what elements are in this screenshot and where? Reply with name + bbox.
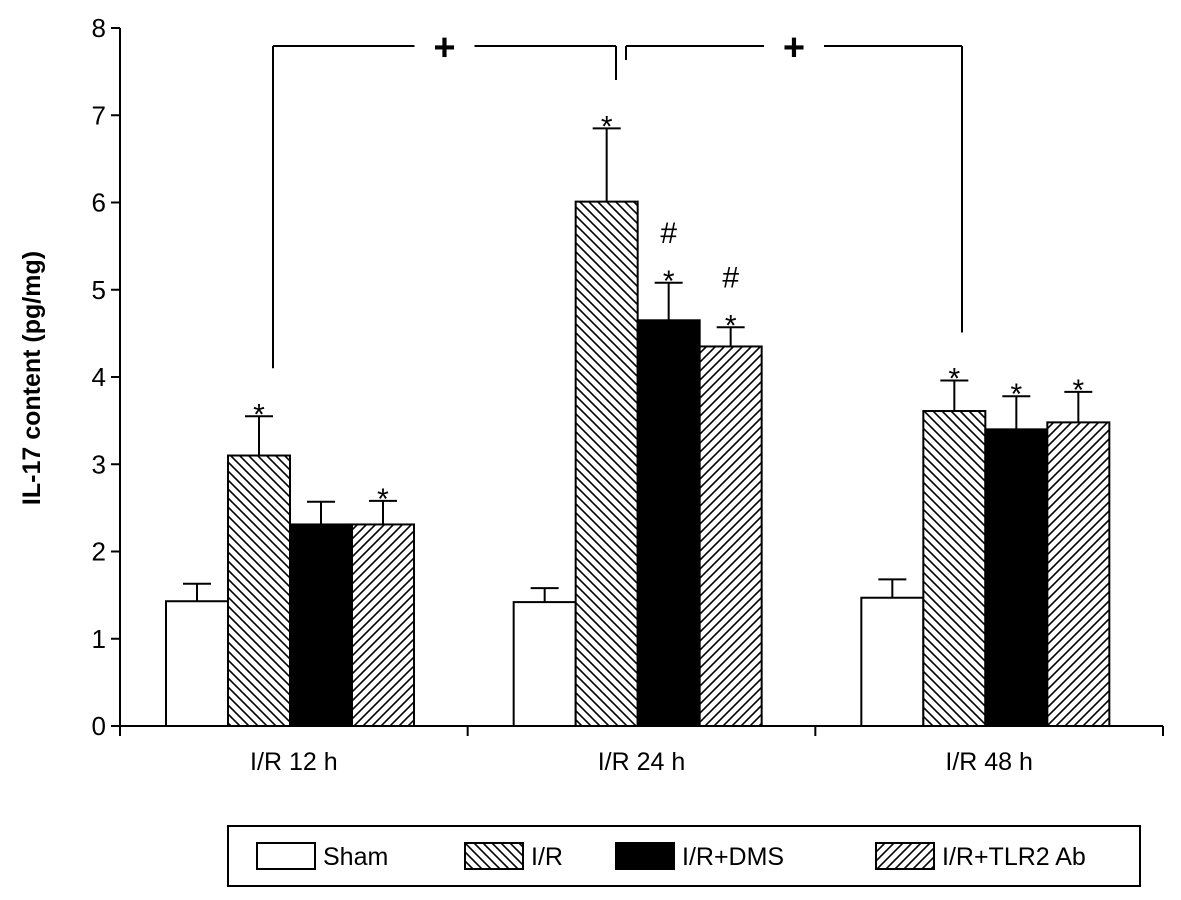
significance-marker: * xyxy=(663,265,675,298)
legend: Sham I/R I/R+DMS I/R+TLR2 Ab xyxy=(227,825,1141,887)
significance-marker: # xyxy=(660,217,677,250)
y-tick-label: 3 xyxy=(92,449,106,479)
legend-swatch xyxy=(875,842,935,870)
bar xyxy=(289,523,353,728)
significance-marker: * xyxy=(1072,374,1084,407)
y-tick-label: 0 xyxy=(92,711,106,741)
legend-swatch xyxy=(256,842,316,870)
y-tick-label: 5 xyxy=(92,275,106,305)
bar xyxy=(636,319,701,727)
y-tick-label: 2 xyxy=(92,537,106,567)
y-tick-label: 4 xyxy=(92,362,106,392)
significance-marker: * xyxy=(948,362,960,395)
comparison-marker: + xyxy=(433,27,455,69)
significance-marker: * xyxy=(377,483,389,516)
bars xyxy=(165,127,1111,728)
x-category-label: I/R 12 h xyxy=(250,748,338,776)
significance-marker: * xyxy=(601,110,613,143)
legend-box xyxy=(227,825,1141,887)
y-tick-label: 6 xyxy=(92,188,106,218)
axes: 0 1 2 3 4 5 6 7 8 I/R 12 h I/R 24 h I/R 48 h xyxy=(92,13,1164,776)
x-category-label: I/R 48 h xyxy=(945,748,1033,776)
bar xyxy=(698,345,763,727)
bar xyxy=(574,200,639,727)
legend-label: I/R+DMS xyxy=(682,843,784,871)
significance-marker: * xyxy=(1010,378,1022,411)
bar xyxy=(165,600,229,727)
bar xyxy=(1046,421,1111,727)
bar xyxy=(351,523,415,728)
y-tick-label: 7 xyxy=(92,100,106,130)
legend-swatch xyxy=(464,842,524,870)
legend-label: I/R xyxy=(531,843,563,871)
y-axis-label: IL-17 content (pg/mg) xyxy=(18,251,46,505)
comparison-marker: + xyxy=(783,27,805,69)
x-category-label: I/R 24 h xyxy=(598,748,686,776)
significance-marker: * xyxy=(253,398,265,431)
bar xyxy=(860,596,925,727)
legend-swatch xyxy=(615,842,675,870)
y-tick-label: 1 xyxy=(92,624,106,654)
significance-marker: # xyxy=(722,261,739,294)
bar xyxy=(512,601,577,727)
bar xyxy=(227,454,291,727)
bar xyxy=(922,410,987,727)
bar xyxy=(984,428,1049,727)
y-tick-label: 8 xyxy=(92,13,106,43)
significance-marker: * xyxy=(725,309,737,342)
legend-label: I/R+TLR2 Ab xyxy=(942,843,1086,871)
annotations: * * * * # * # * * * + + xyxy=(253,27,1084,516)
legend-label: Sham xyxy=(323,843,388,871)
